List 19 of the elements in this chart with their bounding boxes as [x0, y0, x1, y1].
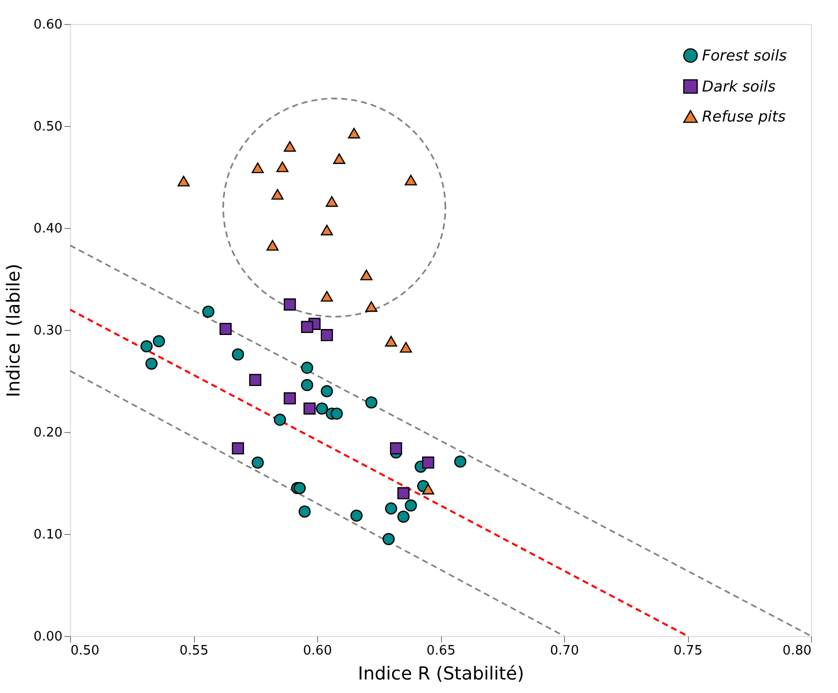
y-tick-label: 0.60	[34, 18, 62, 32]
x-tick-label: 0.65	[426, 644, 456, 658]
y-tick-label: 0.50	[34, 120, 62, 134]
x-tick-label: 0.80	[782, 644, 812, 658]
y-tick-label: 0.10	[34, 528, 62, 542]
legend-label: Refuse pits	[702, 108, 786, 126]
x-tick-label: 0.50	[70, 644, 100, 658]
x-tick-label: 0.55	[180, 644, 208, 658]
y-tick-label: 0.40	[34, 222, 62, 236]
y-tick-label: 0.30	[34, 324, 62, 338]
legend-label: Forest soils	[702, 46, 787, 64]
y-tick-label: 0.00	[34, 630, 62, 644]
legend-label: Dark soils	[702, 78, 776, 96]
x-tick-label: 0.60	[303, 644, 332, 658]
y-tick-label: 0.20	[34, 426, 62, 440]
y-axis-title: Indice I (labile)	[4, 264, 25, 398]
x-tick-label: 0.75	[674, 644, 702, 658]
x-tick-label: 0.70	[550, 644, 579, 658]
x-axis-title: Indice R (Stabilité)	[358, 664, 524, 684]
